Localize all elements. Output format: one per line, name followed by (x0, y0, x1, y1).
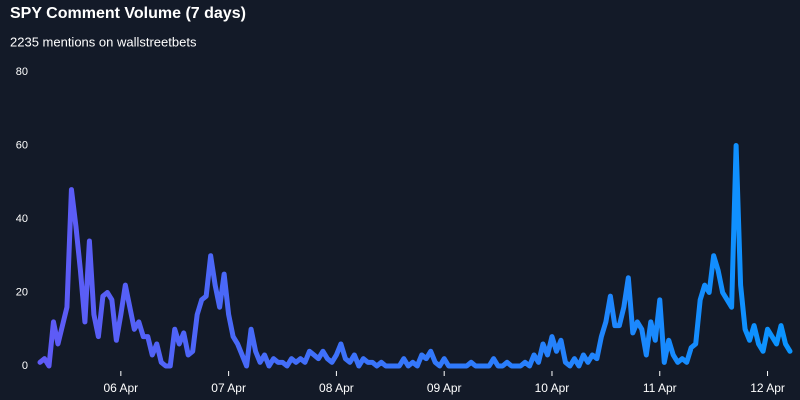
x-tick-label: 12 Apr (750, 381, 785, 395)
y-tick-label: 0 (22, 360, 28, 372)
data-line (37, 143, 793, 369)
y-tick-label: 40 (16, 213, 28, 225)
chart-title: SPY Comment Volume (7 days) (10, 5, 246, 22)
y-tick-label: 20 (16, 286, 28, 298)
y-tick-label: 80 (16, 66, 28, 78)
x-tick-label: 10 Apr (535, 381, 570, 395)
x-tick-label: 11 Apr (643, 381, 677, 395)
chart-subtitle: 2235 mentions on wallstreetbets (10, 34, 197, 49)
x-tick-label: 06 Apr (103, 381, 138, 395)
x-tick-label: 07 Apr (211, 381, 246, 395)
x-tick-label: 09 Apr (427, 381, 462, 395)
y-tick-label: 60 (16, 139, 28, 151)
x-tick-label: 08 Apr (319, 381, 354, 395)
